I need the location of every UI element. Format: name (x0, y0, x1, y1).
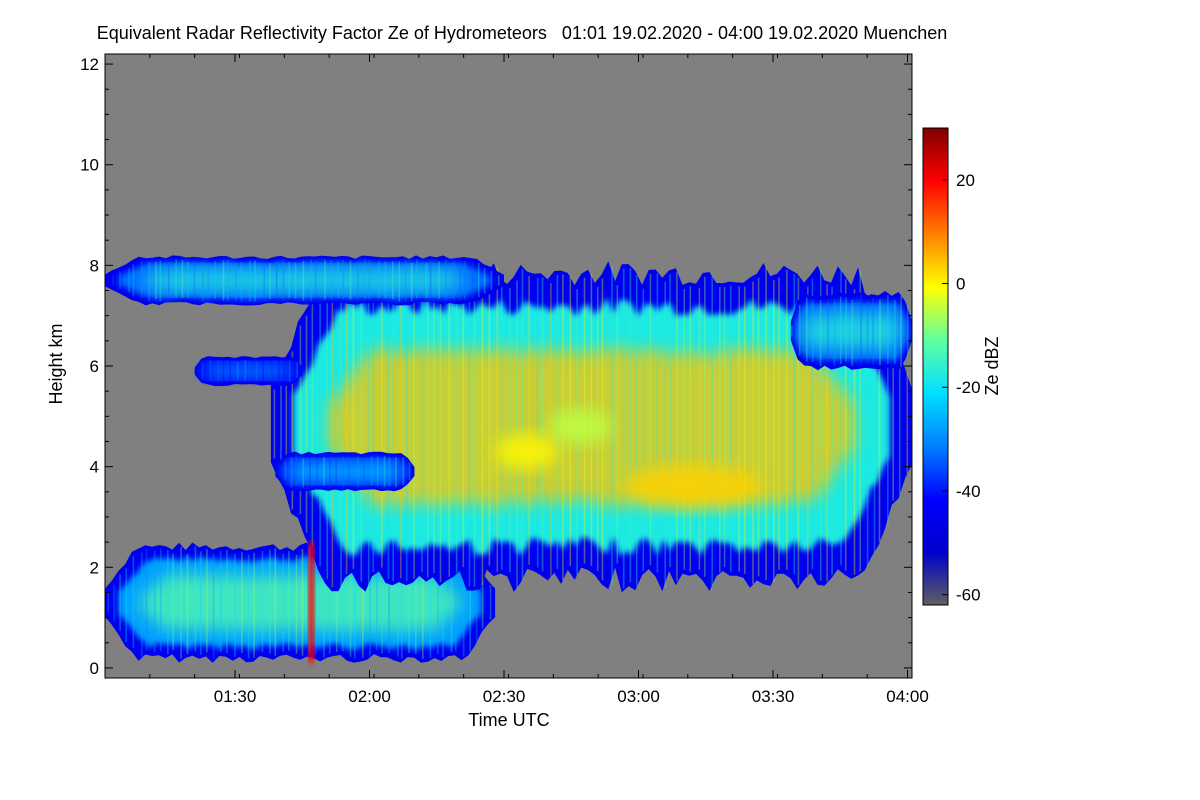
upper-thin-layer-core (140, 267, 469, 293)
upper-right-cell-streaks (791, 294, 909, 367)
colorbar-tick-label: 0 (956, 275, 965, 294)
y-tick-label: 12 (80, 55, 99, 74)
y-tick-label: 6 (90, 357, 99, 376)
y-axis: 0 2 4 6 8 10 12 (80, 55, 912, 678)
lower-cloud-streaks (107, 546, 492, 659)
y-tick-label: 4 (90, 458, 99, 477)
y-tick-label: 2 (90, 558, 99, 577)
x-tick-label: 02:00 (348, 687, 391, 706)
y-axis-label: Height km (46, 323, 66, 404)
chart-title: Equivalent Radar Reflectivity Factor Ze … (97, 23, 948, 43)
core-1 (494, 433, 559, 470)
x-tick-label: 04:00 (886, 687, 929, 706)
y-tick-label: 8 (90, 256, 99, 275)
colorbar-ticks: 20 0 -20 -40 -60 (942, 171, 981, 605)
lower-cloud-core (140, 572, 460, 633)
mid-layer-6km-core (204, 363, 293, 379)
x-axis: 01:30 02:00 02:30 03:00 03:30 04:00 (149, 54, 929, 706)
upper-right-cell-core (801, 311, 902, 351)
colorbar-tick-label: 20 (956, 171, 975, 190)
x-axis-label: Time UTC (468, 710, 549, 730)
mid-layer-6km-streaks (201, 360, 298, 383)
x-tick-label: 03:30 (752, 687, 795, 706)
colorbar-label: Ze dBZ (982, 336, 1002, 395)
colorbar (922, 127, 949, 606)
mid-layer-4km-streaks (284, 455, 411, 488)
core-0 (308, 542, 315, 663)
colorbar-tick-label: -20 (956, 378, 981, 397)
colorbar-tick-label: -60 (956, 586, 981, 605)
core-2 (622, 464, 763, 509)
mid-layer-4km-core (287, 461, 402, 482)
x-tick-label: 03:00 (617, 687, 660, 706)
upper-thin-layer-streaks (112, 259, 500, 302)
colorbar-tick-label: -40 (956, 482, 981, 501)
x-tick-label: 01:30 (214, 687, 257, 706)
y-tick-label: 10 (80, 156, 99, 175)
x-tick-label: 02:30 (483, 687, 526, 706)
reflectivity-regions (105, 255, 912, 663)
core-3 (548, 408, 613, 445)
y-tick-label: 0 (90, 659, 99, 678)
